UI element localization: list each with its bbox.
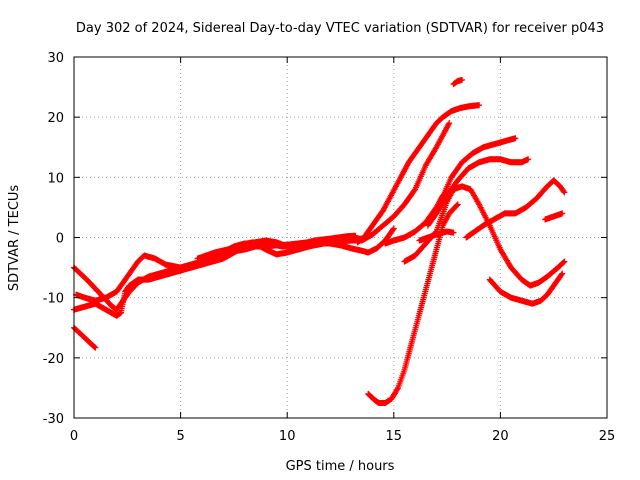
y-tick-label: -30 <box>43 412 64 427</box>
series-track-j <box>463 177 568 241</box>
y-tick-label: 30 <box>47 51 64 66</box>
data-point <box>446 120 453 127</box>
series-track-k <box>486 270 566 307</box>
data-point <box>560 259 567 266</box>
series-track-d <box>71 324 99 351</box>
x-tick-label: 25 <box>599 429 616 444</box>
data-point <box>411 187 418 194</box>
axis-ticks: 0 5 10 15 20 25 -30 -20 -10 0 10 20 30 <box>43 51 616 444</box>
data-point <box>559 210 566 217</box>
series-track-e <box>365 201 461 406</box>
x-tick-label: 20 <box>492 429 509 444</box>
grid <box>74 57 607 418</box>
y-tick-label: 10 <box>47 171 64 186</box>
data-point <box>559 270 566 277</box>
x-axis-label: GPS time / hours <box>286 459 395 474</box>
series-track-i <box>437 135 519 205</box>
data-point <box>352 232 359 239</box>
series-track-f2 <box>450 76 466 88</box>
data-point <box>390 226 397 233</box>
series-track-f <box>354 102 483 246</box>
data-point <box>561 189 568 196</box>
data-points <box>71 76 568 406</box>
y-tick-label: -20 <box>43 352 64 367</box>
data-point <box>459 76 466 83</box>
series-track-m <box>416 228 457 244</box>
series-track-o <box>194 232 359 262</box>
series-track-h <box>424 156 532 229</box>
x-tick-label: 0 <box>70 429 78 444</box>
data-point <box>561 258 568 265</box>
data-point <box>476 102 483 109</box>
y-tick-label: 0 <box>56 232 64 247</box>
x-tick-label: 15 <box>386 429 403 444</box>
x-tick-label: 10 <box>279 429 296 444</box>
data-point <box>453 202 460 209</box>
chart-title: Day 302 of 2024, Sidereal Day-to-day VTE… <box>76 21 604 36</box>
data-point <box>454 201 461 208</box>
data-point <box>92 344 99 351</box>
series-track-l <box>542 210 566 223</box>
x-tick-label: 5 <box>176 429 184 444</box>
data-point <box>450 229 457 236</box>
data-point <box>390 225 397 232</box>
data-point <box>558 271 565 278</box>
y-tick-label: 20 <box>47 111 64 126</box>
series-track-n <box>382 192 446 247</box>
y-axis-label: SDTVAR / TECUs <box>7 185 22 292</box>
data-point <box>525 156 532 163</box>
data-point <box>512 135 519 142</box>
y-tick-label: -10 <box>43 292 64 307</box>
data-point <box>439 192 446 199</box>
series-track-c <box>73 120 453 304</box>
data-point <box>560 188 567 195</box>
